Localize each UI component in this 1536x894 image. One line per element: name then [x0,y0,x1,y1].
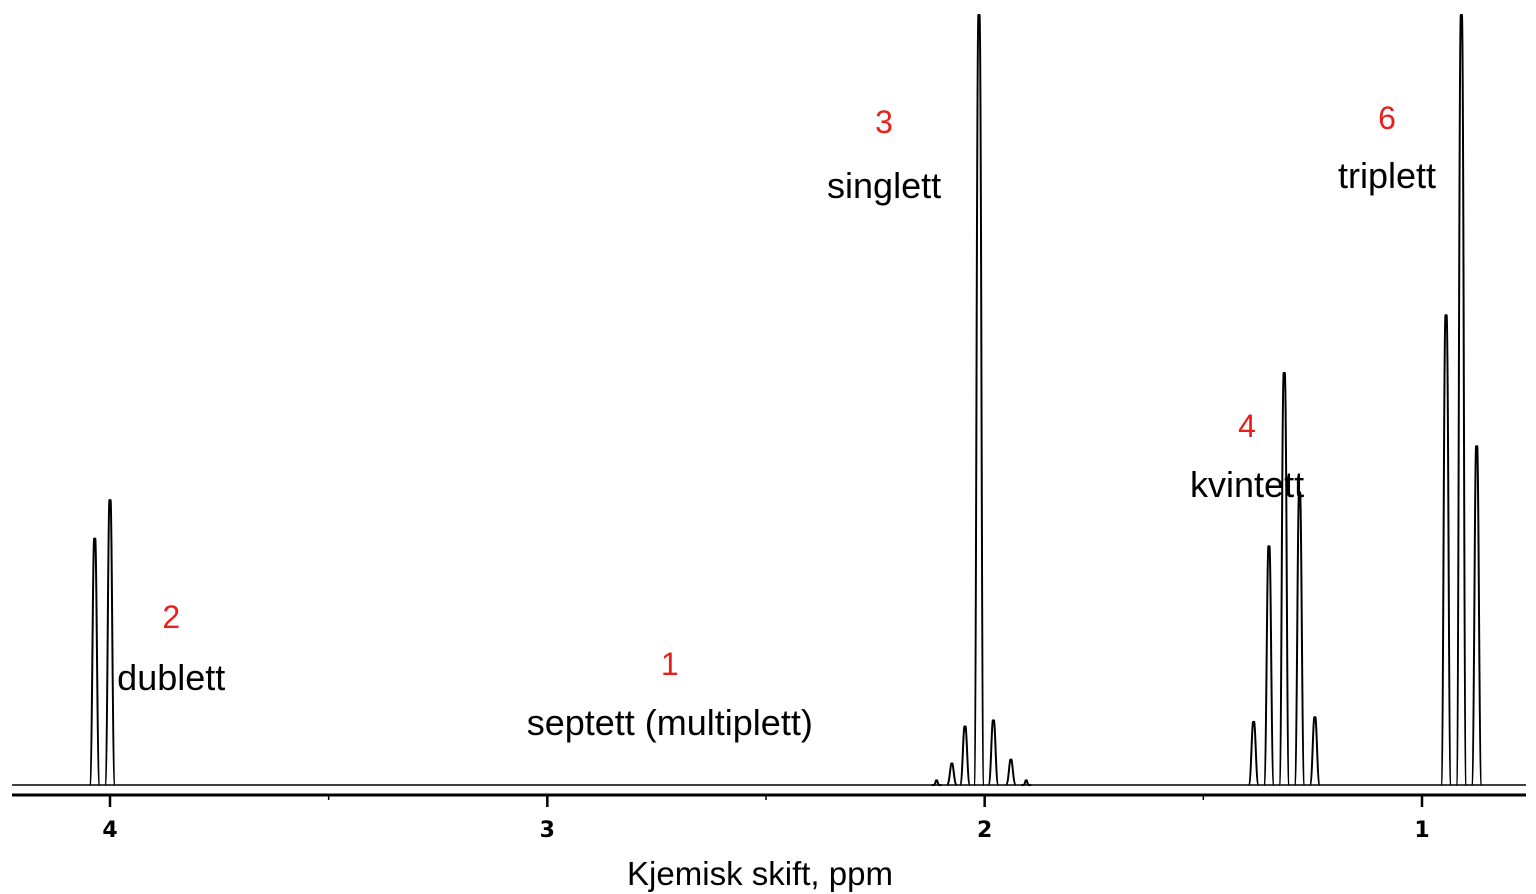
peak-9 [1247,720,1260,786]
peak-12 [1293,491,1306,786]
multiplicity-label-3: singlett [827,165,941,206]
peak-13 [1308,716,1321,786]
peak-0 [88,537,101,786]
x-axis-ticks: 4 3 2 1 [102,795,1430,843]
peak-10 [1262,545,1275,786]
peaks-layer [88,14,1483,787]
multiplicity-label-1: septett (multiplett) [527,702,813,743]
tick-label-1: 1 [1414,818,1429,843]
peak-5 [987,719,1000,786]
peak-16 [1470,445,1483,786]
proton-count-4: 4 [1238,408,1256,444]
peak-11 [1278,372,1291,786]
proton-count-3: 3 [875,104,893,140]
peak-15 [1455,14,1468,786]
peak-3 [945,762,958,786]
peak-8 [972,14,985,786]
x-axis-title: Kjemisk skift, ppm [627,855,893,892]
multiplicity-label-4: kvintett [1190,464,1304,505]
proton-count-2: 2 [162,599,180,635]
proton-count-1: 1 [661,646,679,682]
peak-1 [104,499,116,786]
multiplet-labels: 2 dublett 1 septett (multiplett) 3 singlett 4 k… [117,100,1436,743]
peak-14 [1440,314,1453,786]
multiplicity-label-2: dublett [117,657,225,698]
tick-label-3: 3 [540,818,555,843]
tick-label-4: 4 [102,818,117,843]
peak-6 [1004,758,1017,786]
peak-4 [958,725,971,786]
multiplicity-label-6: triplett [1338,155,1436,196]
tick-label-2: 2 [977,818,992,843]
proton-count-6: 6 [1378,100,1396,136]
